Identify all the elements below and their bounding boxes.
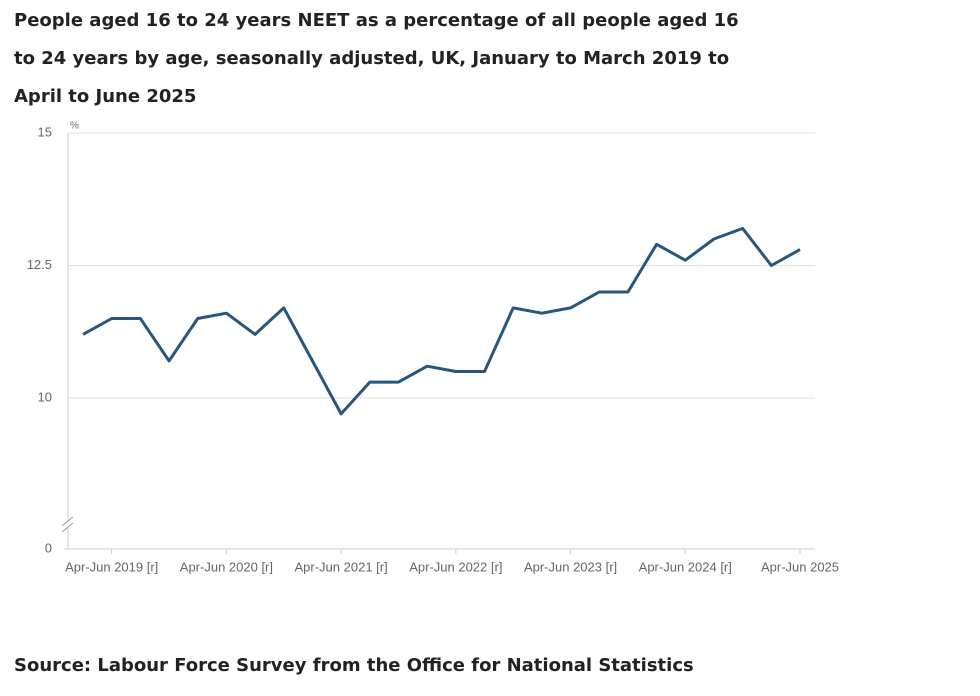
- axis-break: [61, 522, 74, 533]
- x-tick-label: Apr-Jun 2019 [r]: [65, 559, 158, 574]
- chart-title: People aged 16 to 24 years NEET as a per…: [14, 10, 739, 107]
- x-tick-label: Apr-Jun 2021 [r]: [295, 559, 388, 574]
- y-tick-label: 12.5: [27, 257, 52, 272]
- axis-break-gap: [62, 522, 74, 528]
- x-tick-label: Apr-Jun 2025: [761, 559, 839, 574]
- source: Source: Labour Force Survey from the Off…: [14, 655, 694, 676]
- y-tick-label: 15: [38, 124, 52, 139]
- y-tick-label: 10: [38, 389, 52, 404]
- x-tick-label: Apr-Jun 2023 [r]: [524, 559, 617, 574]
- y-unit: %: [70, 121, 79, 132]
- y-tick-label: 0: [45, 540, 52, 555]
- x-tick-label: Apr-Jun 2020 [r]: [180, 559, 273, 574]
- axis-break: [61, 516, 74, 527]
- x-tick-label: Apr-Jun 2022 [r]: [409, 559, 502, 574]
- data-line: [82, 226, 801, 416]
- x-tick-label: Apr-Jun 2024 [r]: [639, 559, 732, 574]
